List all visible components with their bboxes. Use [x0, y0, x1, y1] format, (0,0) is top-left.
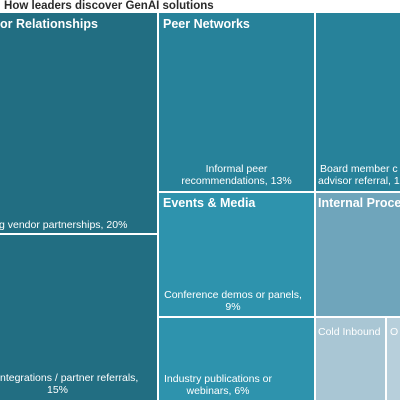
- tile-label-informal-peer: Informal peer recommendations, 13%: [159, 163, 314, 187]
- tile-informal-peer[interactable]: Peer Networks Informal peer recommendati…: [159, 13, 314, 191]
- tile-label-board-member: Board member c advisor referral, 1: [318, 163, 400, 187]
- tile-label-partner-referrals: ntegrations / partner referrals, 15%: [0, 372, 157, 396]
- tile-cold-inbound[interactable]: Cold Inbound: [316, 318, 385, 400]
- label-line: Board member c: [320, 163, 398, 175]
- tile-industry-publications[interactable]: Industry publications or webinars, 6%: [159, 318, 314, 400]
- tile-partner-referrals[interactable]: ntegrations / partner referrals, 15%: [0, 235, 157, 400]
- label-line: O: [390, 326, 399, 338]
- tile-label-cold-inbound: Cold Inbound: [318, 326, 380, 338]
- label-line: Informal peer: [205, 163, 268, 175]
- label-line: ntegrations / partner referrals,: [0, 372, 139, 384]
- tile-conference-demos[interactable]: Events & Media Conference demos or panel…: [159, 193, 314, 316]
- label-line: g vendor partnerships, 20%: [0, 219, 128, 231]
- label-line: Conference demos or panels,: [164, 289, 302, 301]
- treemap: or Relationships g vendor partnerships, …: [0, 13, 400, 400]
- tile-label-other: O: [390, 326, 398, 338]
- group-header-internal-process: Internal Proce: [318, 196, 400, 210]
- tile-other[interactable]: O: [387, 318, 400, 400]
- label-line: 15%: [47, 384, 69, 396]
- label-line: advisor referral, 1: [318, 175, 400, 187]
- label-line: Cold Inbound: [318, 326, 381, 338]
- label-line: webinars, 6%: [186, 385, 250, 397]
- tile-vendor-partnerships[interactable]: or Relationships g vendor partnerships, …: [0, 13, 157, 233]
- label-line: 9%: [225, 301, 241, 313]
- chart-title: : How leaders discover GenAI solutions: [0, 0, 214, 12]
- tile-board-member[interactable]: Board member c advisor referral, 1: [316, 13, 400, 191]
- label-line: Industry publications or: [164, 373, 272, 385]
- group-header-vendor-relationships: or Relationships: [0, 17, 98, 31]
- group-header-peer-networks: Peer Networks: [163, 17, 250, 31]
- tile-label-vendor-partnerships: g vendor partnerships, 20%: [0, 219, 127, 231]
- tile-internal-process[interactable]: Internal Proce: [316, 193, 400, 316]
- tile-label-industry-publications: Industry publications or webinars, 6%: [159, 373, 277, 397]
- label-line: recommendations, 13%: [181, 175, 292, 187]
- tile-label-conference-demos: Conference demos or panels, 9%: [159, 289, 307, 313]
- group-header-events-media: Events & Media: [163, 196, 256, 210]
